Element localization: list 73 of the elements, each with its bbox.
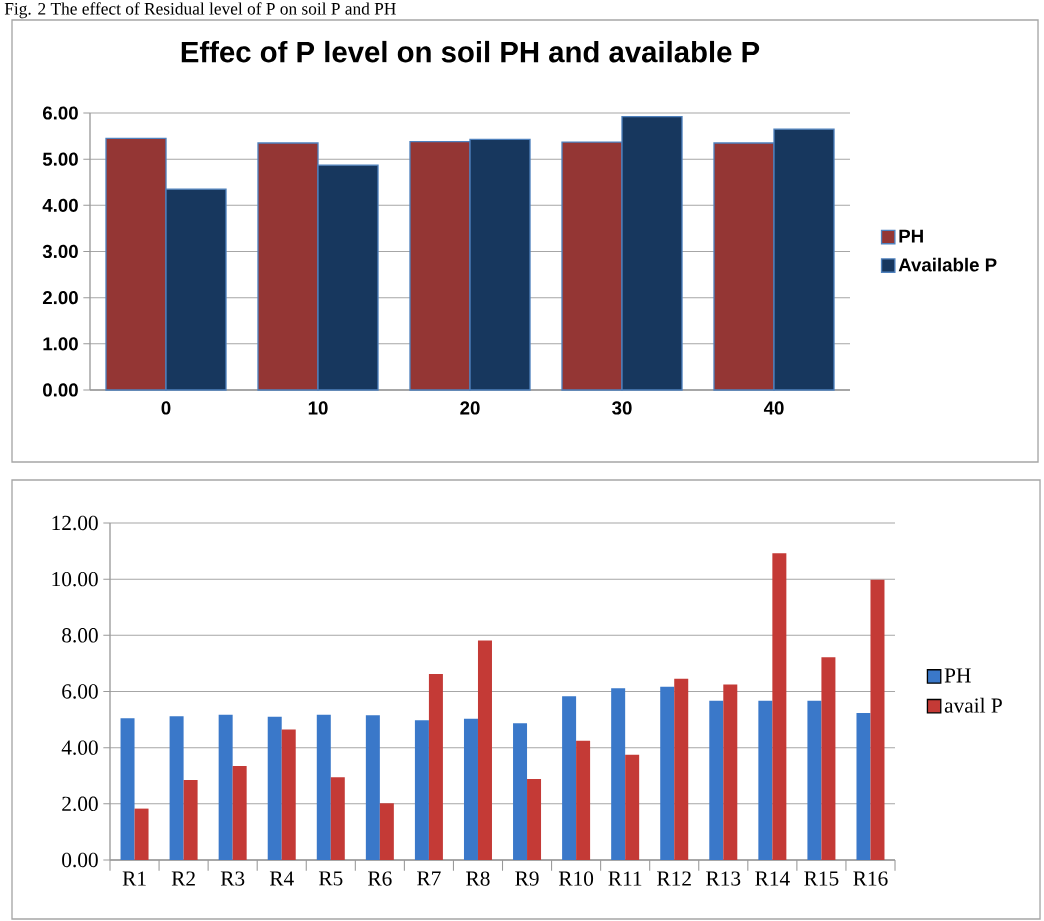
legend-label: Available P bbox=[898, 257, 997, 272]
y-tick-label: 3.00 bbox=[42, 244, 78, 259]
x-tick-label: R5 bbox=[318, 871, 343, 886]
bar bbox=[513, 723, 528, 860]
bar bbox=[281, 729, 296, 860]
bar bbox=[232, 765, 247, 860]
bar bbox=[316, 714, 331, 860]
x-tick-label: R10 bbox=[558, 871, 594, 886]
caption: Fig. 2 The effect of Residual level of P on soil P and PH bbox=[4, 2, 396, 19]
x-tick-label: 10 bbox=[308, 401, 328, 415]
chart-title: Effec of P level on soil PH and available P bbox=[181, 40, 760, 63]
x-tick-label: R3 bbox=[220, 871, 245, 886]
bar bbox=[428, 674, 443, 860]
y-tick-label: 2.00 bbox=[62, 796, 98, 812]
bar bbox=[709, 700, 724, 860]
bar bbox=[414, 720, 429, 860]
x-tick-label: 0 bbox=[161, 401, 171, 415]
legend-label: avail P bbox=[944, 697, 1002, 713]
bar bbox=[576, 740, 591, 860]
bar bbox=[183, 779, 198, 860]
y-tick-label: 6.00 bbox=[42, 106, 78, 120]
x-tick-label: R2 bbox=[171, 871, 195, 886]
x-tick-label: R8 bbox=[466, 871, 490, 886]
x-tick-label: R12 bbox=[657, 871, 691, 886]
y-tick-label: 4.00 bbox=[61, 740, 98, 755]
y-tick-label: 0.00 bbox=[43, 383, 78, 397]
bar bbox=[870, 579, 885, 860]
bar bbox=[134, 808, 149, 860]
x-tick-label: R11 bbox=[608, 871, 642, 886]
bar bbox=[611, 688, 626, 860]
x-tick-label: R16 bbox=[853, 871, 888, 886]
x-tick-label: R7 bbox=[417, 871, 441, 886]
x-tick-label: 20 bbox=[460, 401, 480, 415]
bar bbox=[267, 716, 282, 860]
bar bbox=[477, 640, 492, 860]
bar bbox=[772, 553, 787, 860]
bar bbox=[379, 803, 394, 860]
y-tick-label: 10.00 bbox=[52, 571, 98, 587]
x-tick-label: R9 bbox=[515, 871, 539, 886]
bar bbox=[723, 684, 738, 860]
bar bbox=[625, 754, 640, 860]
x-tick-label: R13 bbox=[706, 871, 741, 886]
y-tick-label: 2.00 bbox=[42, 291, 78, 305]
bar bbox=[527, 779, 542, 860]
y-tick-label: 6.00 bbox=[62, 684, 98, 699]
bar bbox=[821, 657, 836, 860]
bar bbox=[218, 714, 233, 860]
bar bbox=[330, 777, 345, 860]
y-tick-label: 12.00 bbox=[52, 515, 98, 531]
x-tick-label: R4 bbox=[269, 871, 294, 886]
bar bbox=[365, 715, 380, 860]
x-tick-label: 30 bbox=[612, 401, 632, 415]
x-tick-label: R1 bbox=[122, 871, 146, 886]
y-tick-label: 1.00 bbox=[43, 337, 78, 351]
x-tick-label: 40 bbox=[763, 401, 784, 415]
x-tick-label: R6 bbox=[368, 871, 392, 886]
bar bbox=[856, 713, 871, 860]
bar bbox=[660, 686, 675, 860]
legend-label: PH bbox=[899, 229, 923, 243]
x-tick-label: R15 bbox=[804, 871, 839, 886]
x-tick-label: R14 bbox=[755, 871, 790, 886]
bar bbox=[169, 716, 184, 860]
y-tick-label: 0.00 bbox=[62, 852, 98, 868]
legend-label: PH bbox=[944, 668, 971, 683]
bar bbox=[674, 678, 689, 860]
bar bbox=[120, 718, 135, 860]
bar bbox=[463, 718, 478, 860]
y-tick-label: 4.00 bbox=[42, 198, 78, 212]
y-tick-label: 5.00 bbox=[42, 152, 78, 166]
y-tick-label: 8.00 bbox=[62, 628, 98, 643]
bar bbox=[807, 700, 822, 860]
bar bbox=[562, 696, 577, 860]
bar bbox=[758, 700, 773, 860]
